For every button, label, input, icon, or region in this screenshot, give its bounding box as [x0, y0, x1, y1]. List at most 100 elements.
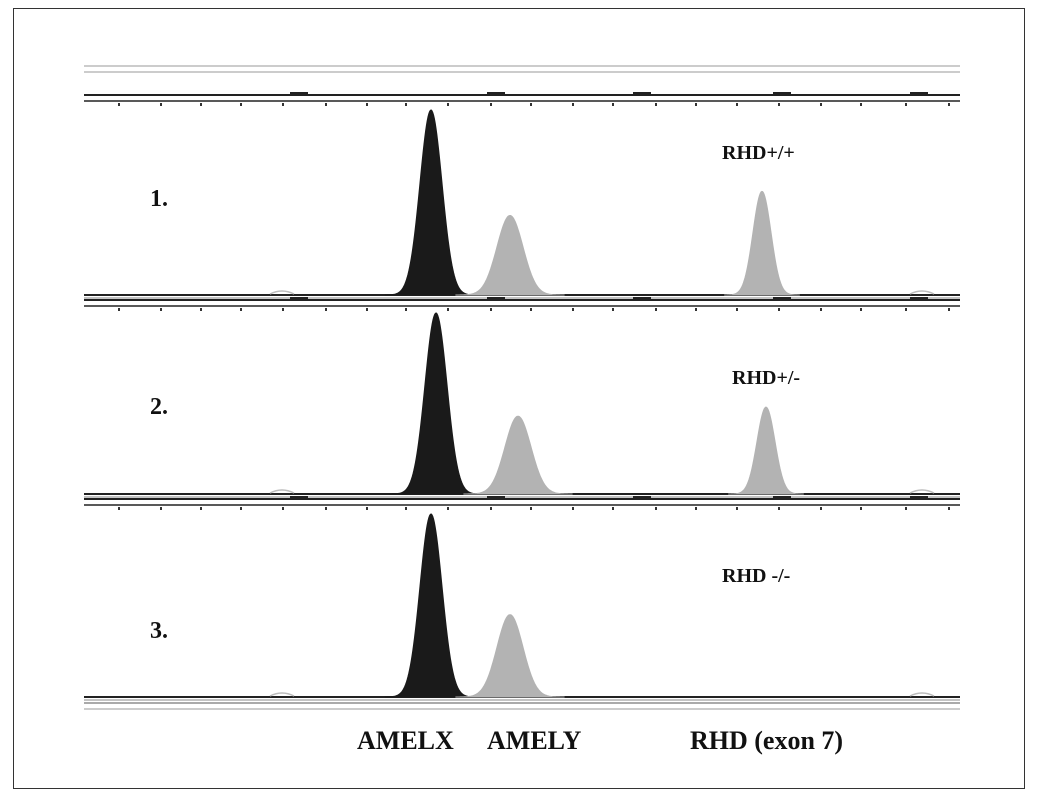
panel-3-ruler-tick: [490, 507, 492, 510]
panel-1: [84, 92, 960, 299]
panel-2-ruler-tick: [447, 308, 449, 311]
panel-3-noise: [269, 692, 295, 697]
panel-2-ruler-tick: [778, 308, 780, 311]
panel-3-ruler-tick: [530, 507, 532, 510]
panel-1-ruler-tick: [695, 103, 697, 106]
panel-3-ruler-tick: [405, 507, 407, 510]
panel-1-ruler-tick: [240, 103, 242, 106]
panel-3-ruler-tick: [282, 507, 284, 510]
panel-2-bin-marker: [290, 297, 308, 301]
panel-2-ruler-tick: [736, 308, 738, 311]
panel-3-ruler-tick: [905, 507, 907, 510]
panel-2-peak-rhd: [728, 406, 804, 495]
panel-3: [84, 496, 960, 701]
panel-2-noise: [269, 489, 295, 494]
panel-1-ruler-tick: [860, 103, 862, 106]
panel-3-ruler-tick: [118, 507, 120, 510]
panel-2-ruler-tick: [572, 308, 574, 311]
panel-2-ruler-tick: [325, 308, 327, 311]
panel-1-ruler-tick: [820, 103, 822, 106]
panel-3-ruler-tick: [200, 507, 202, 510]
panel-1-ruler-tick: [447, 103, 449, 106]
panel-3-peak-amelx: [384, 513, 478, 698]
panel-2-ruler-tick: [366, 308, 368, 311]
panel-3-ruler-tick: [736, 507, 738, 510]
panel-1-bin-marker: [633, 92, 651, 96]
panel-1-ruler-tick: [572, 103, 574, 106]
panel-1-ruler-tick: [530, 103, 532, 106]
panel-3-bin-marker: [910, 496, 928, 500]
panel-3-ruler-tick: [860, 507, 862, 510]
panel-3-ruler-tick: [325, 507, 327, 510]
panel-2-ruler-tick: [405, 308, 407, 311]
panel-3-ruler-tick: [447, 507, 449, 510]
panel-2-ruler-tick: [282, 308, 284, 311]
panel-1-ruler-tick: [160, 103, 162, 106]
panel-2-ruler-tick: [200, 308, 202, 311]
panel-3-bin-marker: [773, 496, 791, 500]
panel-1-ruler-tick: [778, 103, 780, 106]
panel-1-ruler-tick: [905, 103, 907, 106]
panel-1-ruler-tick: [366, 103, 368, 106]
panel-3-ruler-tick: [695, 507, 697, 510]
panel-2-ruler-tick: [820, 308, 822, 311]
panel-1-bin-marker: [290, 92, 308, 96]
panel-1-ruler-tick: [282, 103, 284, 106]
panel-3-ruler-tick: [778, 507, 780, 510]
panel-1-ruler-tick: [118, 103, 120, 106]
genotype-label-2: RHD+/-: [732, 367, 800, 389]
panel-2-bin-marker: [773, 297, 791, 301]
panel-1-ruler-tick: [655, 103, 657, 106]
sample-label-3: 3.: [150, 618, 168, 644]
panel-3-ruler-tick: [572, 507, 574, 510]
panel-2-ruler-tick: [655, 308, 657, 311]
panel-1-peak-rhd: [724, 190, 800, 296]
panel-1-ruler-tick: [948, 103, 950, 106]
panel-1-ruler-tick: [200, 103, 202, 106]
panel-3-ruler-tick: [160, 507, 162, 510]
panel-1-noise: [909, 290, 935, 295]
panel-2-ruler-tick: [905, 308, 907, 311]
panel-3-ruler-tick: [240, 507, 242, 510]
category-label-amely: AMELY: [487, 726, 582, 755]
panel-2-ruler-tick: [490, 308, 492, 311]
panel-1-bin-marker: [773, 92, 791, 96]
panel-3-ruler-tick: [366, 507, 368, 510]
panel-1-bin-marker: [487, 92, 505, 96]
panel-2-noise: [909, 489, 935, 494]
panel-3-ruler-tick: [655, 507, 657, 510]
panel-3-ruler-tick: [612, 507, 614, 510]
category-label-amelx: AMELX: [357, 726, 454, 755]
panel-2-ruler-tick: [860, 308, 862, 311]
panel-2-peak-amely: [463, 415, 573, 495]
panel-2-ruler-tick: [118, 308, 120, 311]
panel-1-ruler-tick: [325, 103, 327, 106]
sample-label-1: 1.: [150, 186, 168, 212]
panel-1-ruler-tick: [612, 103, 614, 106]
panel-3-ruler-tick: [948, 507, 950, 510]
sample-label-2: 2.: [150, 394, 168, 420]
panel-2: [84, 297, 960, 498]
panel-3-noise: [909, 692, 935, 697]
panel-2-bin-marker: [910, 297, 928, 301]
panel-2-bin-marker: [633, 297, 651, 301]
genotype-label-1: RHD+/+: [722, 142, 795, 164]
genotype-label-3: RHD -/-: [722, 565, 790, 587]
panel-1-peak-amelx: [384, 109, 478, 296]
panel-1-ruler-tick: [736, 103, 738, 106]
panel-1-ruler-tick: [490, 103, 492, 106]
panel-2-peak-amelx: [389, 312, 483, 495]
panel-2-ruler-tick: [695, 308, 697, 311]
panel-1-noise: [269, 290, 295, 295]
category-label-rhd: RHD (exon 7): [690, 726, 843, 755]
panel-3-ruler-tick: [820, 507, 822, 510]
panel-2-bin-marker: [487, 297, 505, 301]
panel-3-bin-marker: [633, 496, 651, 500]
panel-1-bin-marker: [910, 92, 928, 96]
panel-2-ruler-tick: [948, 308, 950, 311]
panel-3-peak-amely: [455, 614, 565, 698]
panel-3-bin-marker: [290, 496, 308, 500]
header-rules: [84, 65, 960, 73]
panel-2-ruler-tick: [240, 308, 242, 311]
